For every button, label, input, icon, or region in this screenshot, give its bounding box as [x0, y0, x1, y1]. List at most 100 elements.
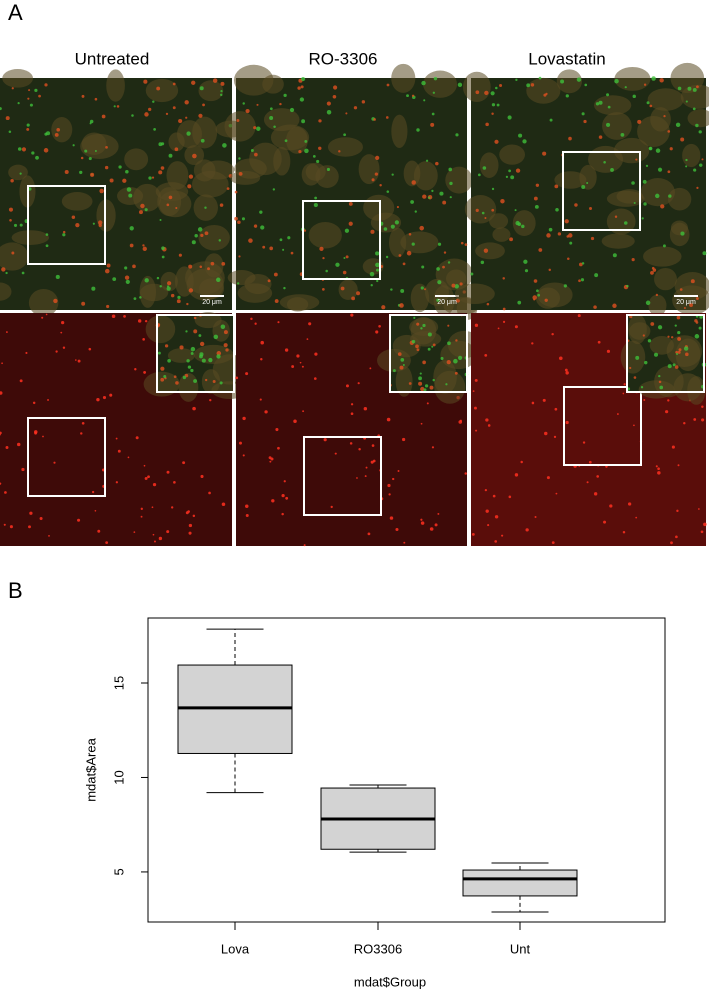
puncta — [109, 178, 114, 183]
puncta — [113, 105, 116, 108]
puncta — [375, 262, 380, 268]
puncta — [566, 235, 570, 238]
puncta — [188, 288, 194, 293]
x-tick-label: Lova — [221, 941, 250, 956]
puncta — [574, 203, 578, 207]
puncta — [272, 188, 276, 191]
puncta — [614, 78, 619, 84]
puncta — [237, 220, 241, 225]
puncta — [101, 114, 106, 119]
puncta — [645, 300, 651, 306]
puncta — [447, 341, 451, 346]
puncta — [129, 226, 134, 231]
puncta — [548, 227, 553, 232]
puncta — [578, 279, 581, 283]
puncta — [614, 215, 618, 218]
puncta — [502, 320, 506, 323]
puncta — [515, 168, 521, 173]
puncta — [338, 150, 341, 153]
puncta — [238, 441, 242, 445]
puncta — [5, 116, 10, 121]
cell — [237, 283, 273, 303]
puncta — [90, 172, 95, 177]
puncta — [204, 378, 208, 382]
puncta — [345, 112, 348, 115]
puncta — [389, 516, 394, 520]
cell — [475, 242, 505, 260]
puncta — [531, 342, 534, 345]
puncta — [370, 229, 375, 234]
puncta — [208, 491, 211, 495]
puncta — [126, 187, 132, 192]
puncta — [267, 279, 271, 283]
puncta — [269, 246, 274, 251]
puncta — [522, 139, 527, 144]
cell — [499, 144, 526, 165]
puncta — [26, 127, 30, 131]
puncta — [651, 76, 656, 81]
puncta — [546, 233, 551, 238]
puncta — [21, 271, 25, 275]
puncta — [375, 268, 379, 272]
puncta — [586, 481, 589, 484]
puncta — [356, 291, 361, 296]
puncta — [94, 509, 97, 512]
cell — [601, 233, 635, 249]
puncta — [21, 467, 25, 472]
roi-box — [302, 200, 381, 280]
cell — [166, 161, 189, 190]
puncta — [502, 277, 505, 280]
puncta — [576, 77, 582, 82]
puncta — [421, 265, 425, 269]
puncta — [200, 138, 205, 143]
cell — [462, 71, 491, 103]
puncta — [612, 253, 617, 258]
puncta — [242, 102, 245, 105]
puncta — [410, 200, 414, 204]
puncta — [333, 85, 338, 90]
puncta — [29, 103, 33, 107]
puncta — [185, 330, 188, 333]
puncta — [437, 242, 442, 246]
puncta — [443, 251, 447, 254]
puncta — [167, 358, 171, 363]
puncta — [144, 112, 149, 117]
puncta — [200, 474, 204, 478]
puncta — [554, 184, 559, 189]
puncta — [174, 147, 179, 152]
puncta — [161, 142, 165, 146]
puncta — [81, 94, 85, 98]
puncta — [357, 382, 360, 385]
puncta — [486, 302, 490, 306]
puncta — [45, 313, 48, 316]
x-axis-label: mdat$Group — [354, 974, 426, 989]
puncta — [485, 418, 489, 422]
cell — [670, 220, 688, 236]
puncta — [568, 136, 572, 141]
puncta — [135, 436, 139, 440]
puncta — [677, 86, 682, 91]
puncta — [594, 273, 599, 278]
puncta — [129, 243, 134, 248]
puncta — [117, 449, 121, 453]
puncta — [565, 94, 569, 98]
puncta — [676, 353, 679, 356]
cell — [139, 275, 157, 308]
puncta — [245, 372, 249, 376]
puncta — [446, 360, 451, 365]
puncta — [308, 322, 312, 326]
puncta — [166, 203, 170, 207]
puncta — [371, 444, 375, 447]
puncta — [483, 248, 489, 253]
puncta — [640, 386, 644, 389]
puncta — [431, 189, 434, 193]
puncta — [674, 365, 679, 369]
puncta — [675, 122, 681, 128]
puncta — [314, 196, 318, 200]
cell — [143, 371, 180, 397]
cell — [358, 154, 380, 185]
puncta — [332, 94, 337, 99]
puncta — [38, 94, 41, 98]
puncta — [406, 94, 409, 98]
puncta — [472, 390, 475, 392]
